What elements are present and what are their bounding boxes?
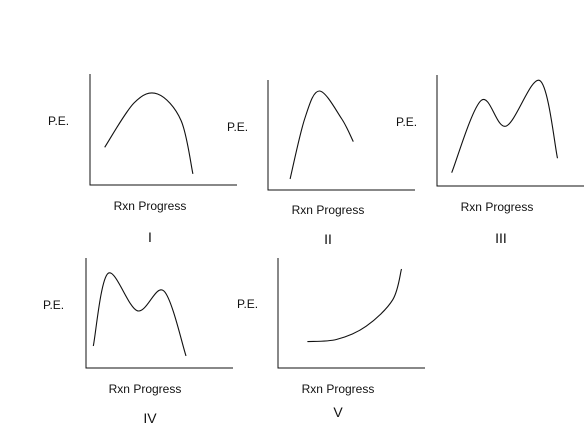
panel-i-xlabel: Rxn Progress [114,199,187,213]
panel-i-curve [104,92,194,175]
panel-i-axes [89,74,237,186]
panel-iii-xlabel: Rxn Progress [461,200,534,214]
panel-v-ylabel: P.E. [237,297,258,311]
panel-iii-ylabel: P.E. [396,115,417,129]
panel-iv-label: IV [143,410,157,426]
panel-ii-axes [267,80,415,191]
panel-i-ylabel: P.E. [48,114,69,128]
panel-iii-axes [436,75,584,187]
panel-ii: P.E. Rxn Progress II [227,80,415,247]
panel-v-axes [277,258,425,369]
panel-ii-xlabel: Rxn Progress [292,203,365,217]
panel-iii-label: III [495,230,507,246]
panel-iv-ylabel: P.E. [43,298,64,312]
panel-iii-curve [451,80,559,173]
panel-ii-label: II [324,231,332,247]
panel-iii: P.E. Rxn Progress III [396,75,584,246]
panel-ii-ylabel: P.E. [227,120,248,134]
panel-v-label: V [333,404,343,420]
panel-i-label: I [148,229,152,245]
panel-v-curve [307,268,403,343]
panel-iv-axes [85,258,233,369]
panel-iv-curve [92,272,187,357]
panel-ii-curve [289,90,354,180]
panel-iv-xlabel: Rxn Progress [109,382,182,396]
panel-v: P.E. Rxn Progress V [237,258,425,420]
panel-i: P.E. Rxn Progress I [48,74,237,245]
panel-iv: P.E. Rxn Progress IV [43,258,233,426]
panel-v-xlabel: Rxn Progress [302,382,375,396]
